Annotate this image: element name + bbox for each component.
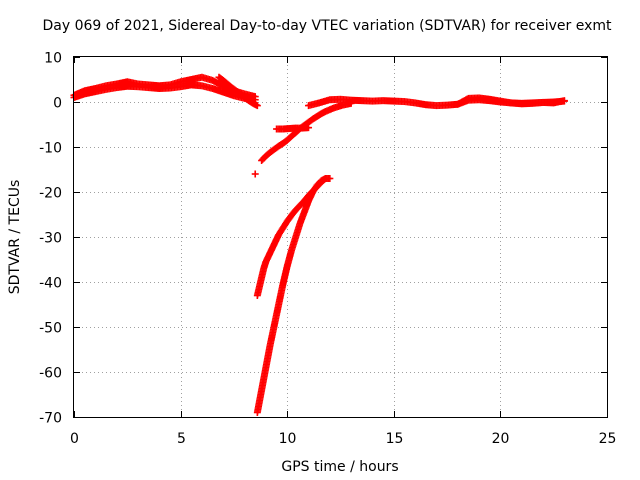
series-short-plateau	[273, 124, 313, 133]
data-point	[560, 97, 568, 105]
y-tick-label: -50	[39, 321, 62, 337]
y-tick-label: -10	[39, 141, 62, 157]
x-tick-label: 10	[279, 431, 297, 447]
series-spike-to-43	[253, 175, 330, 299]
y-tick-label: -70	[39, 411, 62, 427]
data-point	[253, 102, 261, 110]
y-tick-label: 10	[44, 51, 62, 67]
x-tick-label: 5	[177, 431, 186, 447]
series-late-band	[454, 94, 568, 108]
y-tick-label: -30	[39, 231, 62, 247]
series-upper-band	[70, 73, 259, 101]
data-point	[321, 175, 329, 183]
y-tick-label: -40	[39, 276, 62, 292]
plot-area-frame	[73, 56, 608, 418]
series-recovery-branch	[258, 99, 355, 164]
y-tick-label: -20	[39, 186, 62, 202]
series-isolated-point	[251, 170, 259, 178]
x-tick-label: 0	[70, 431, 79, 447]
x-tick-label: 20	[492, 431, 510, 447]
y-axis-label: SDTVAR / TECUs	[7, 180, 23, 295]
tick-labels: 0 5 10 15 20 25 10 0 -10 -20 -30 -40 -50 -60 -70	[39, 51, 616, 448]
x-tick-label: 15	[386, 431, 404, 447]
y-tick-label: -60	[39, 366, 62, 382]
data-point	[251, 170, 259, 178]
x-axis-label: GPS time / hours	[281, 459, 398, 475]
data-marks	[70, 73, 568, 416]
chart-title: Day 069 of 2021, Sidereal Day-to-day VTE…	[43, 18, 613, 34]
y-tick-label: 0	[53, 96, 62, 112]
data-point	[251, 93, 259, 101]
series-descending-branch	[215, 73, 261, 110]
grid	[74, 57, 607, 417]
x-tick-label: 25	[599, 431, 617, 447]
data-point	[322, 175, 330, 182]
data-point	[305, 124, 313, 132]
